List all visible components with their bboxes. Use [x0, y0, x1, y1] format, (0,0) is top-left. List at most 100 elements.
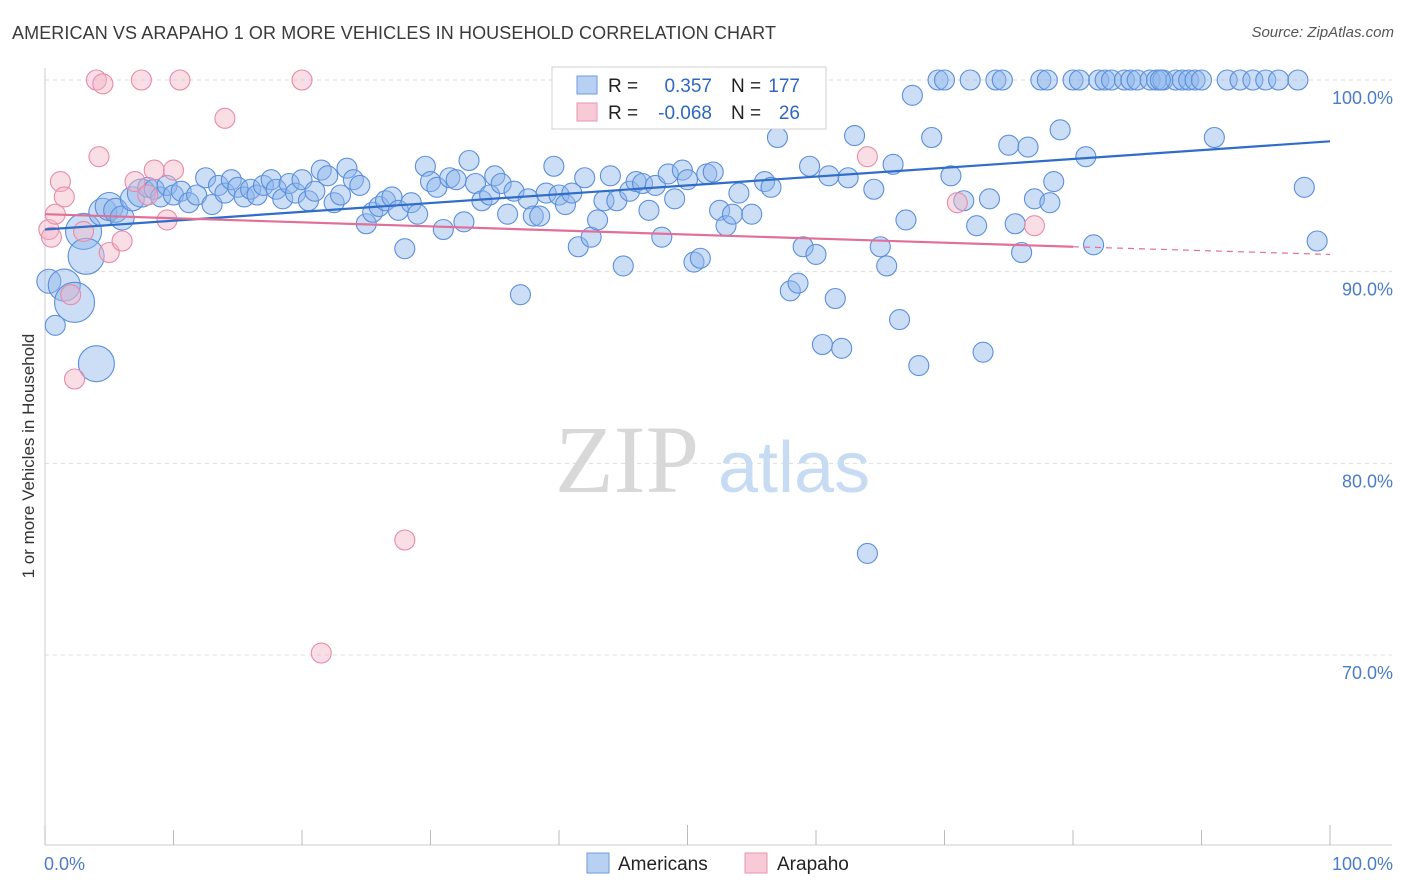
point-americans	[1149, 69, 1171, 91]
legend-n-value-1: 177	[768, 76, 800, 97]
point-americans	[394, 238, 416, 260]
point-americans	[921, 126, 943, 149]
point-arapaho	[169, 69, 191, 91]
point-americans	[1017, 136, 1039, 158]
point-americans	[671, 159, 693, 181]
point-americans	[863, 178, 885, 200]
bottom-legend-arapaho: Arapaho	[777, 854, 849, 875]
point-americans	[683, 251, 705, 273]
point-americans	[186, 184, 208, 206]
point-americans	[1190, 69, 1213, 91]
point-americans	[432, 218, 454, 241]
point-americans	[787, 272, 809, 294]
point-americans	[1049, 119, 1071, 141]
legend-r-label-2: R =	[608, 103, 638, 124]
point-arapaho	[124, 171, 146, 193]
point-americans	[336, 157, 358, 179]
point-arapaho	[60, 284, 82, 306]
point-americans	[1036, 69, 1058, 91]
point-arapaho	[88, 146, 110, 168]
point-americans	[1120, 69, 1142, 91]
point-americans	[458, 149, 480, 172]
point-arapaho	[40, 226, 62, 248]
point-americans	[888, 309, 911, 331]
point-americans	[445, 169, 467, 191]
point-americans	[792, 236, 814, 258]
y-axis-title: 1 or more Vehicles in Household	[19, 334, 38, 579]
point-americans	[651, 226, 673, 248]
legend-n-label-2: N =	[731, 103, 761, 124]
point-americans	[329, 184, 352, 206]
point-arapaho	[214, 107, 236, 129]
point-americans	[349, 174, 371, 196]
watermark-zip: ZIP	[555, 406, 699, 513]
point-americans	[1011, 241, 1033, 264]
watermark: ZIP atlas	[555, 406, 870, 513]
point-americans	[1004, 213, 1026, 235]
point-arapaho	[394, 529, 416, 551]
point-americans	[1255, 69, 1277, 91]
series-americans	[36, 69, 1328, 564]
point-americans	[240, 178, 262, 200]
point-americans	[1126, 69, 1148, 91]
point-arapaho	[85, 69, 107, 91]
point-americans	[490, 172, 512, 195]
point-americans	[933, 69, 956, 91]
point-arapaho	[946, 192, 968, 214]
trend-line-arapaho-extension	[1072, 246, 1331, 256]
point-americans	[1083, 234, 1105, 256]
point-americans	[342, 169, 364, 191]
point-arapaho	[291, 69, 313, 91]
point-americans	[972, 341, 994, 363]
point-americans	[966, 215, 988, 237]
point-arapaho	[856, 146, 878, 168]
point-americans	[612, 255, 634, 277]
point-americans	[1203, 126, 1225, 149]
point-americans	[1216, 69, 1238, 91]
legend-r-value-1: 0.357	[664, 76, 712, 97]
source-credit: Source: ZipAtlas.com	[1251, 24, 1394, 41]
bottom-legend-swatch-americans	[586, 852, 610, 874]
legend-swatch-americans	[576, 75, 598, 95]
point-arapaho	[73, 220, 95, 242]
point-americans	[1293, 176, 1315, 198]
y-tick-label: 90.0%	[1342, 280, 1393, 300]
point-americans	[1043, 171, 1065, 193]
point-americans	[876, 255, 898, 277]
point-arapaho	[137, 184, 159, 206]
point-americans	[260, 169, 282, 191]
x-tick-labels: 0.0% 100.0%	[44, 854, 1393, 874]
point-americans	[1039, 192, 1061, 214]
point-americans	[831, 337, 853, 359]
point-americans	[1101, 69, 1123, 91]
point-americans	[940, 165, 962, 187]
point-americans	[638, 199, 660, 221]
bottom-legend: Americans Arapaho	[586, 852, 849, 875]
point-arapaho	[143, 159, 165, 181]
point-arapaho	[1023, 215, 1045, 237]
point-americans	[805, 243, 827, 265]
y-tick-label: 100.0%	[1332, 88, 1393, 108]
point-americans	[843, 125, 866, 147]
point-americans	[1287, 69, 1309, 91]
y-tick-label: 70.0%	[1342, 663, 1393, 683]
point-americans	[721, 203, 744, 225]
point-americans	[529, 205, 551, 227]
point-americans	[195, 167, 217, 189]
point-americans	[1094, 69, 1116, 91]
point-americans	[522, 205, 544, 227]
point-americans	[497, 203, 519, 225]
point-americans	[895, 209, 917, 231]
point-americans	[657, 163, 679, 185]
point-americans	[67, 237, 105, 275]
point-americans	[1068, 69, 1090, 91]
point-americans	[178, 192, 200, 214]
trend-line-arapaho	[44, 213, 1074, 248]
point-americans	[1165, 69, 1187, 91]
point-americans	[760, 176, 782, 198]
point-americans	[741, 203, 763, 225]
x-tick-label: 100.0%	[1332, 854, 1393, 874]
point-americans	[824, 287, 846, 310]
point-arapaho	[310, 642, 332, 664]
point-americans	[1306, 230, 1328, 252]
